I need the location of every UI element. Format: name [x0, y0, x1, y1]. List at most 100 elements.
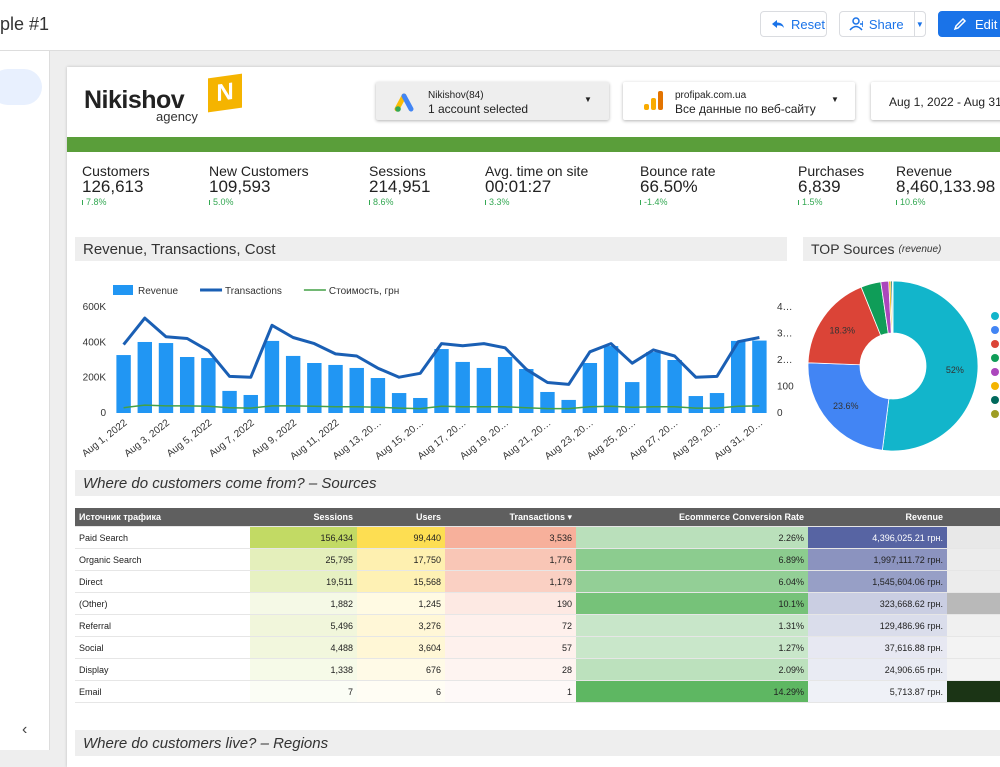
table-cell: Social: [75, 636, 250, 659]
table-cell: 3,604: [357, 636, 445, 659]
table-cell-cut: [947, 570, 1000, 593]
legend-label: Стоимость, грн: [329, 286, 399, 297]
kpi-label: Avg. time on site: [485, 163, 589, 179]
bar: [625, 382, 640, 413]
table-cell: 1,179: [445, 570, 576, 593]
y-tick-label: 0: [100, 408, 106, 419]
collapse-button[interactable]: ‹: [22, 721, 28, 738]
kpi-value: 6,839: [798, 177, 841, 196]
kpi: Sessions 214,951 8.6%: [369, 163, 430, 207]
kpi-label: Customers: [82, 163, 150, 179]
table-cell: 19,511: [250, 570, 357, 593]
kpi: New Customers 109,593 5.0%: [209, 163, 309, 207]
y2-tick-label: 2…: [777, 355, 793, 366]
logo-text: Nikishov: [84, 86, 185, 114]
legend-swatch: [991, 382, 999, 390]
bar: [328, 364, 343, 413]
table-cell-cut: [947, 548, 1000, 571]
table-cell-cut: [947, 614, 1000, 637]
account-name: Nikishov(84): [428, 90, 484, 101]
y2-tick-label: 3…: [777, 329, 793, 340]
bar: [307, 363, 322, 413]
table-cell: Referral: [75, 614, 250, 637]
kpi-change: 5.0%: [209, 197, 309, 207]
bar: [582, 363, 598, 413]
bar: [646, 352, 661, 413]
kpi-change: 8.6%: [369, 197, 430, 207]
table-cell: 5,496: [250, 614, 357, 637]
property-name: profipak.com.ua: [675, 90, 747, 101]
share-label: Share: [868, 16, 904, 32]
reset-button[interactable]: Reset: [760, 11, 827, 37]
chart-header: Revenue, Transactions, Cost: [75, 237, 787, 261]
y2-tick-label: 100: [777, 382, 794, 393]
logo-sub: agency: [156, 109, 198, 124]
share-caret[interactable]: ▼: [913, 12, 925, 36]
ads-icon: [394, 93, 414, 112]
kpi-change: -1.4%: [640, 197, 716, 207]
bar: [688, 396, 704, 413]
table-cell: Display: [75, 658, 250, 681]
table-cell: 1,338: [250, 658, 357, 681]
pie-slice: [892, 280, 894, 334]
table-cell: 190: [445, 592, 576, 615]
edit-button[interactable]: Edit: [938, 11, 1000, 37]
header-band: [67, 137, 1000, 152]
bar: [476, 367, 492, 413]
table-cell: 323,668.62 грн.: [808, 592, 947, 615]
date-selector[interactable]: Aug 1, 2022 - Aug 31, 2: [871, 82, 1000, 120]
column-header: Sessions: [250, 508, 357, 527]
property-value: Все данные по веб-сайту: [675, 102, 816, 116]
bar: [137, 341, 152, 413]
pie-label: 52%: [946, 365, 964, 375]
bar: [752, 340, 767, 413]
bar: [561, 399, 576, 413]
bar: [179, 356, 195, 413]
table-cell: 3,536: [445, 526, 576, 549]
bar: [603, 346, 619, 413]
kpi-label: Sessions: [369, 163, 426, 179]
table-cell: 24,906.65 грн.: [808, 658, 947, 681]
bar: [731, 340, 746, 413]
column-header-cut: [947, 508, 1000, 527]
top-bar: ple #1 Reset Share ▼ Edit: [0, 0, 1000, 51]
share-button[interactable]: Share ▼: [839, 11, 926, 37]
property-selector[interactable]: profipak.com.ua Все данные по веб-сайту …: [623, 82, 855, 120]
table-cell: 1,545,604.06 грн.: [808, 570, 947, 593]
legend-swatch: [991, 340, 999, 348]
bar: [158, 343, 174, 413]
table-cell-cut: [947, 592, 1000, 615]
kpi: Purchases 6,839 1.5%: [798, 163, 864, 207]
table-cell: 1,997,111.72 грн.: [808, 548, 947, 571]
account-selector[interactable]: Nikishov(84) 1 account selected ▼: [376, 82, 609, 120]
y-tick-label: 600K: [83, 302, 107, 313]
table-cell: 1.27%: [576, 636, 808, 659]
pie-slice: [807, 362, 890, 451]
column-header: Users: [357, 508, 445, 527]
table-cell: Direct: [75, 570, 250, 593]
bar: [434, 349, 449, 413]
x-tick-label: Aug 7, 2022: [207, 417, 257, 459]
table-cell: 57: [445, 636, 576, 659]
dropdown-caret: ▼: [584, 95, 592, 104]
sidebar: ‹: [0, 51, 50, 750]
x-tick-label: Aug 3, 2022: [123, 417, 173, 459]
bar: [201, 358, 216, 413]
table-cell: 15,568: [357, 570, 445, 593]
dropdown-caret: ▼: [831, 95, 839, 104]
table-cell-cut: [947, 526, 1000, 549]
table-cell: 14.29%: [576, 680, 808, 703]
table-cell-cut: [947, 658, 1000, 681]
pie-label: 23.6%: [833, 401, 859, 411]
table-cell-cut: [947, 636, 1000, 659]
kpi-label: Revenue: [896, 163, 953, 179]
reset-icon: [772, 20, 784, 28]
kpi-value: 126,613: [82, 177, 144, 196]
bar: [349, 367, 364, 413]
kpi-label: New Customers: [209, 163, 309, 179]
legend-swatch: [991, 368, 999, 376]
table-row: Email 7 6 1 14.29% 5,713.87 грн.: [75, 680, 1000, 703]
legend-swatch: [991, 396, 999, 404]
page-nav-item[interactable]: [0, 69, 42, 105]
